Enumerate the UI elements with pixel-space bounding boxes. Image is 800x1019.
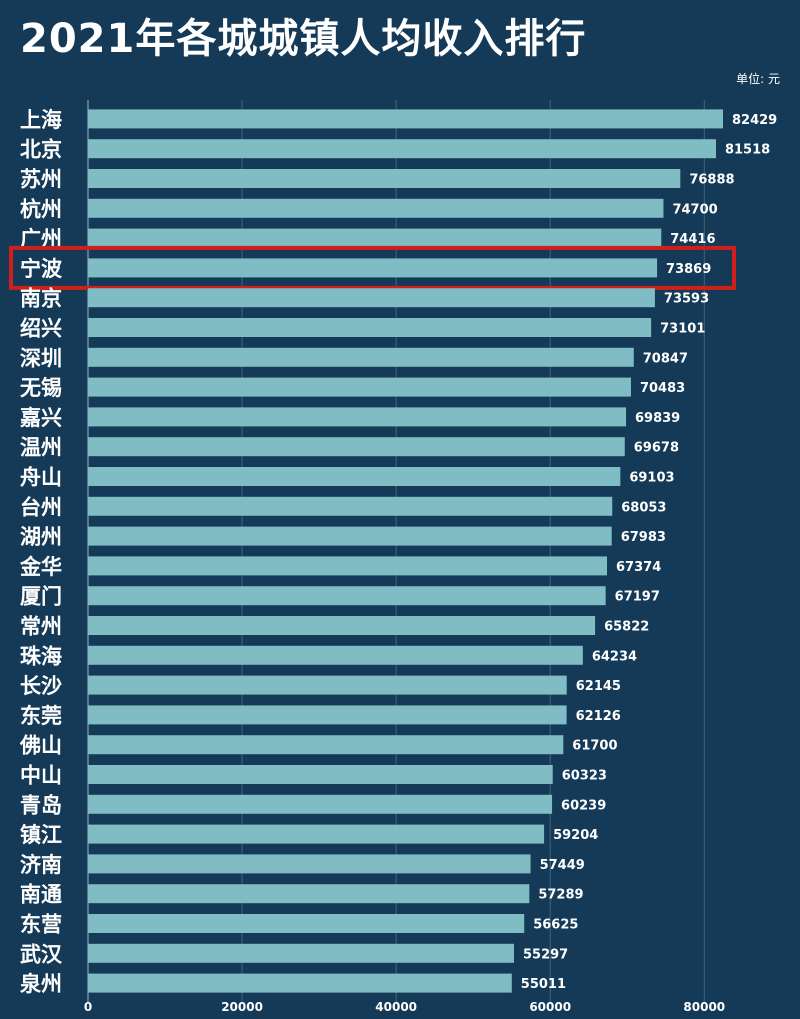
- category-label: 台州: [20, 495, 62, 519]
- value-label: 67983: [621, 530, 666, 545]
- x-tick-label: 40000: [375, 1000, 417, 1014]
- bar: [88, 318, 652, 337]
- x-tick-label: 80000: [683, 1000, 725, 1014]
- category-label: 佛山: [19, 734, 62, 758]
- category-label: 金华: [19, 555, 62, 579]
- category-label: 珠海: [20, 644, 62, 668]
- value-label: 57289: [538, 888, 583, 903]
- category-label: 泉州: [20, 972, 62, 996]
- value-label: 61700: [572, 739, 617, 754]
- x-tick-label: 20000: [221, 1000, 263, 1014]
- bar: [88, 854, 531, 874]
- value-label: 73869: [666, 262, 711, 277]
- category-label: 厦门: [20, 585, 62, 609]
- bar: [88, 943, 514, 963]
- value-label: 65822: [604, 620, 649, 635]
- category-label: 上海: [20, 108, 62, 132]
- value-label: 62145: [576, 679, 621, 694]
- value-label: 64234: [592, 649, 637, 664]
- bar: [88, 556, 608, 576]
- bar: [88, 616, 596, 635]
- bar: [88, 288, 655, 308]
- value-label: 60239: [561, 798, 606, 813]
- category-label: 镇江: [20, 823, 62, 847]
- value-label: 62126: [576, 709, 621, 724]
- value-label: 74416: [670, 232, 715, 247]
- bar: [88, 437, 625, 457]
- category-label: 北京: [20, 138, 62, 162]
- category-label: 常州: [20, 615, 62, 639]
- value-label: 69103: [629, 471, 674, 486]
- highlight-box: [9, 245, 736, 290]
- bar: [88, 109, 723, 129]
- category-label: 长沙: [20, 674, 62, 698]
- value-label: 69839: [635, 411, 680, 426]
- bar: [88, 735, 564, 755]
- value-label: 60323: [562, 769, 607, 784]
- bar: [88, 973, 512, 993]
- category-label: 嘉兴: [20, 406, 62, 430]
- x-tick-label: 60000: [529, 1000, 571, 1014]
- value-label: 55297: [523, 947, 568, 962]
- bar: [88, 169, 681, 188]
- category-label: 南京: [20, 287, 62, 311]
- bar: [88, 347, 634, 367]
- category-label: 青岛: [20, 793, 62, 817]
- chart-title: 2021年各城城镇人均收入排行: [20, 16, 587, 62]
- value-label: 68053: [621, 500, 666, 515]
- bar: [88, 675, 567, 695]
- bar: [88, 198, 664, 218]
- category-label: 无锡: [20, 376, 62, 400]
- bar: [88, 377, 631, 397]
- value-label: 67374: [616, 560, 661, 575]
- category-label: 宁波: [20, 257, 63, 281]
- value-label: 73593: [664, 292, 709, 307]
- category-label: 武汉: [20, 942, 63, 966]
- bar: [88, 645, 583, 665]
- value-label: 76888: [689, 173, 734, 188]
- value-label: 56625: [533, 918, 578, 933]
- bar: [88, 496, 613, 516]
- value-label: 70847: [643, 351, 688, 366]
- bar: [88, 586, 606, 606]
- bar: [88, 824, 545, 844]
- bar: [88, 407, 627, 427]
- category-label: 深圳: [20, 346, 62, 370]
- bar: [88, 794, 553, 814]
- bar: [88, 258, 658, 278]
- category-label: 杭州: [20, 197, 62, 221]
- bar: [88, 884, 530, 904]
- bar: [88, 526, 612, 546]
- category-label: 中山: [20, 764, 62, 788]
- value-label: 81518: [725, 143, 770, 158]
- unit-label: 单位: 元: [736, 72, 780, 86]
- value-label: 69678: [634, 441, 679, 456]
- bar: [88, 228, 662, 248]
- category-label: 舟山: [20, 466, 62, 490]
- category-label: 苏州: [20, 168, 62, 192]
- value-label: 74700: [672, 202, 717, 217]
- value-label: 59204: [553, 828, 598, 843]
- category-label: 东莞: [20, 704, 62, 728]
- value-label: 55011: [521, 977, 566, 992]
- category-label: 东营: [20, 913, 62, 937]
- value-label: 57449: [540, 858, 585, 873]
- value-label: 82429: [732, 113, 777, 128]
- bar: [88, 705, 567, 725]
- bar: [88, 467, 621, 486]
- value-label: 73101: [660, 322, 705, 337]
- category-label: 绍兴: [20, 317, 62, 341]
- x-tick-label: 0: [84, 1000, 92, 1014]
- category-label: 温州: [20, 436, 62, 460]
- category-label: 济南: [20, 853, 62, 877]
- bar: [88, 914, 525, 933]
- bar: [88, 765, 553, 784]
- category-label: 湖州: [20, 525, 62, 549]
- value-label: 70483: [640, 381, 685, 396]
- bar: [88, 139, 716, 159]
- category-label: 南通: [20, 883, 62, 907]
- value-label: 67197: [615, 590, 660, 605]
